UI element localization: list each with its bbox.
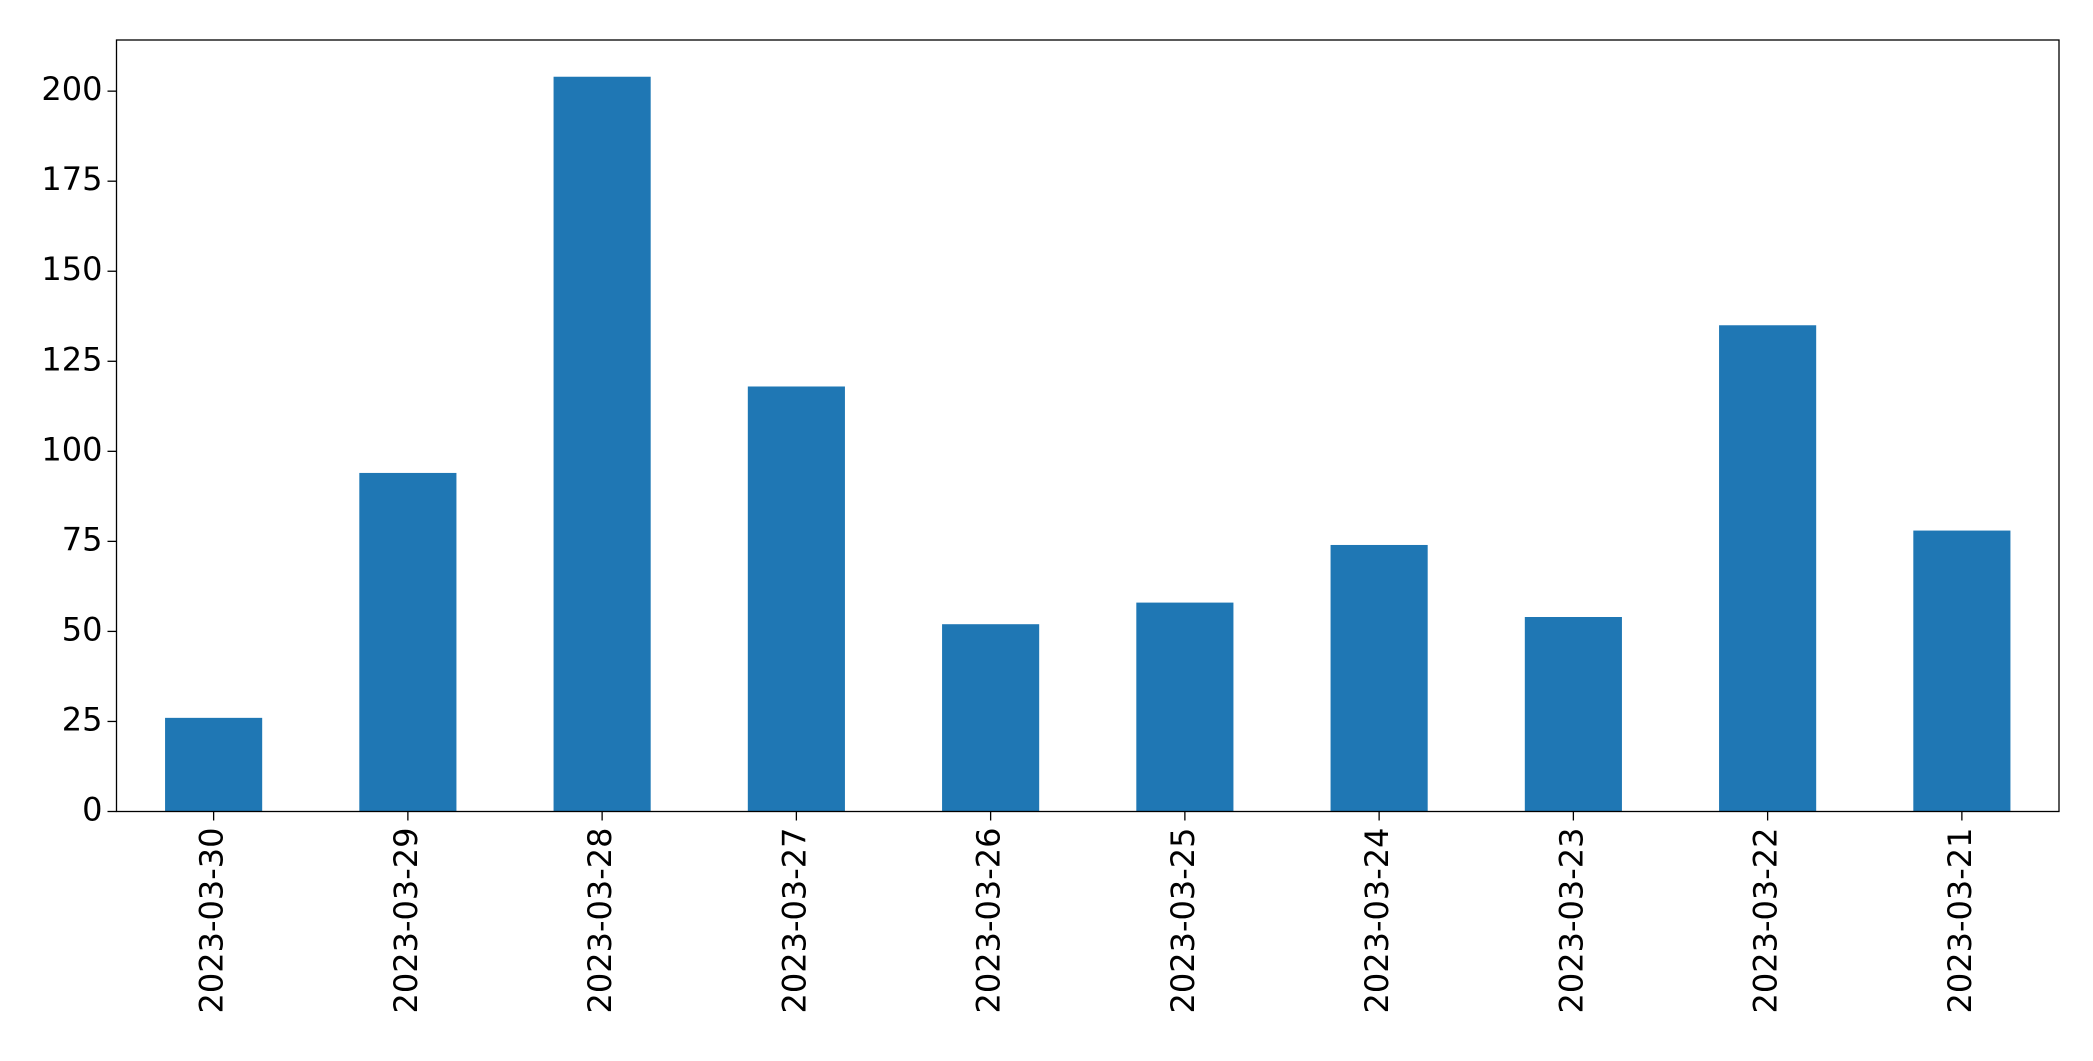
x-tick-label: 2023-03-26 [970,828,1008,1014]
y-tick-label: 125 [41,340,102,378]
bar [1719,325,1817,812]
bar [942,624,1040,812]
x-tick-label: 2023-03-30 [193,828,231,1014]
plot-frame [115,39,2060,813]
x-tick-label: 2023-03-23 [1552,828,1590,1014]
bar [1330,544,1428,812]
bar [747,386,845,812]
x-tick-label: 2023-03-27 [775,828,813,1014]
x-tick-label: 2023-03-24 [1358,828,1396,1014]
bar [1524,617,1622,812]
x-tick-label: 2023-03-21 [1941,828,1979,1014]
y-tick-label: 175 [41,160,102,198]
y-tick-label: 150 [41,250,102,288]
bar [165,717,263,812]
y-tick-label: 25 [62,700,103,738]
x-tick-label: 2023-03-28 [581,828,619,1014]
y-tick-label: 200 [41,70,102,108]
y-tick-label: 50 [62,610,103,648]
x-tick-label: 2023-03-25 [1164,828,1202,1014]
y-tick-label: 75 [62,520,103,558]
x-tick-label: 2023-03-22 [1747,828,1785,1014]
bar [359,472,457,812]
y-tick-label: 0 [82,791,102,829]
x-tick-label: 2023-03-29 [387,828,425,1014]
bar [1136,602,1234,812]
bar [1913,530,2011,812]
y-tick-label: 100 [41,430,102,468]
bar [553,76,651,812]
